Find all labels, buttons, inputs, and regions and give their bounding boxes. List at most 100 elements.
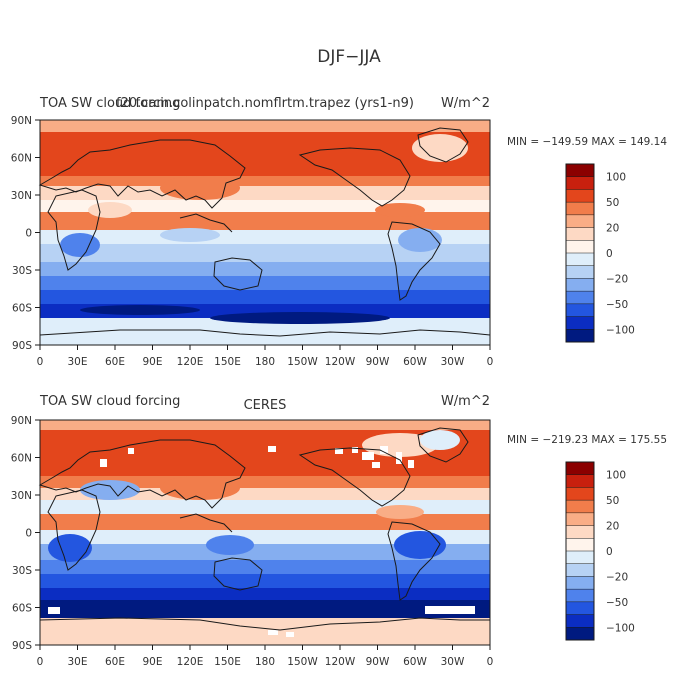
x-tick-label: 30W: [441, 656, 465, 668]
y-tick-label: 30N: [11, 190, 32, 202]
field-patch: [375, 203, 425, 217]
field-band: [40, 514, 490, 530]
colorbar-swatch: [566, 291, 594, 305]
x-tick-label: 150W: [287, 656, 318, 668]
colorbar-swatch: [566, 214, 594, 228]
africa-outline: [47, 489, 101, 571]
y-tick-label: 30S: [12, 265, 32, 277]
colorbar-swatch: [566, 538, 594, 552]
panel-model: TOA SW cloud forcing f20.cam.colinpatch.…: [11, 96, 668, 368]
x-tick-label: 0: [487, 656, 494, 668]
colorbar-swatch: [566, 176, 594, 190]
field-band: [40, 120, 490, 132]
coastlines: [38, 427, 490, 631]
missing-data-patch: [380, 446, 388, 454]
colorbar-label: 0: [606, 546, 613, 558]
south-america-outline: [387, 521, 441, 601]
colorbar-swatch: [566, 189, 594, 203]
colorbar-label: −20: [606, 571, 628, 583]
colorbar-label: 20: [606, 521, 619, 533]
field-band: [40, 588, 490, 600]
x-tick-label: 60E: [105, 356, 125, 368]
field-patch: [60, 233, 100, 257]
field-patch: [420, 430, 460, 450]
panel-units: W/m^2: [441, 394, 490, 409]
x-axis: 0 30E 60E 90E 120E 150E 180 150W 120W 90W 60W 30W 0: [37, 645, 494, 668]
colorbar-label: 100: [606, 470, 626, 482]
colorbar-swatch: [566, 202, 594, 216]
colorbar-swatch: [566, 278, 594, 292]
colorbar: 100 50 20 0 −20 −50 −100: [565, 461, 635, 641]
field-band: [40, 212, 490, 230]
x-tick-label: 30E: [68, 656, 88, 668]
x-tick-label: 30W: [441, 356, 465, 368]
colorbar-label: 50: [606, 197, 619, 209]
x-axis: 0 30E 60E 90E 120E 150E 180 150W 120W 90W 60W 30W 0: [37, 345, 494, 368]
colorbar-swatch: [566, 265, 594, 279]
panel-title-center: f20.cam.colinpatch.nomflrtm.trapez (yrs1…: [116, 96, 414, 111]
x-tick-label: 90E: [143, 656, 163, 668]
field-patch: [376, 505, 424, 519]
y-tick-label: 0: [25, 228, 32, 240]
field-patch: [160, 176, 240, 200]
colorbar-swatch: [566, 512, 594, 526]
antarctica-outline: [39, 617, 490, 631]
field-band: [40, 230, 490, 244]
y-tick-label: 60S: [12, 603, 32, 615]
panel-stats: MIN = −219.23 MAX = 175.55: [507, 434, 667, 446]
colorbar-swatch: [566, 563, 594, 577]
x-tick-label: 30E: [68, 356, 88, 368]
y-tick-label: 90N: [11, 415, 32, 427]
missing-data-patch: [286, 632, 294, 637]
field-patch: [398, 228, 442, 252]
x-tick-label: 120E: [177, 656, 204, 668]
panel-title-left: TOA SW cloud forcing: [39, 96, 180, 111]
x-tick-label: 90E: [143, 356, 163, 368]
colorbar-label: 0: [606, 248, 613, 260]
colorbar-label: 20: [606, 223, 619, 235]
colorbar-swatch: [566, 627, 594, 641]
maritime-continent-outline: [179, 213, 233, 233]
field-band: [40, 420, 490, 430]
y-tick-label: 90S: [12, 640, 32, 652]
field-patch: [394, 531, 446, 559]
x-tick-label: 60E: [105, 656, 125, 668]
australia-outline: [213, 257, 263, 291]
y-tick-label: 30N: [11, 490, 32, 502]
y-tick-label: 60N: [11, 453, 32, 465]
map-area: [38, 119, 491, 346]
colorbar-swatch: [566, 303, 594, 317]
x-tick-label: 120E: [177, 356, 204, 368]
field-band: [40, 476, 490, 488]
colorbar-swatch: [566, 474, 594, 488]
x-tick-label: 0: [37, 656, 44, 668]
x-tick-label: 180: [255, 356, 275, 368]
field-band: [40, 262, 490, 276]
colorbar-swatch: [566, 525, 594, 539]
greenland-outline: [417, 427, 469, 463]
field-band: [40, 290, 490, 304]
colorbar-swatch: [566, 487, 594, 501]
colorbar-label: −50: [606, 597, 628, 609]
colorbar-label: 50: [606, 495, 619, 507]
colorbar: 100 50 20 0 −20 −50 −100: [565, 163, 635, 343]
missing-data-patch: [372, 462, 380, 468]
field-band: [40, 574, 490, 588]
x-tick-label: 90W: [366, 656, 390, 668]
x-tick-label: 150E: [214, 356, 241, 368]
colorbar-swatch: [566, 316, 594, 330]
y-tick-label: 0: [25, 528, 32, 540]
x-tick-label: 0: [487, 356, 494, 368]
panel-stats: MIN = −149.59 MAX = 149.14: [507, 136, 667, 148]
greenland-outline: [417, 127, 469, 163]
y-tick-label: 90S: [12, 340, 32, 352]
colorbar-swatch: [566, 253, 594, 267]
x-tick-label: 180: [255, 656, 275, 668]
colorbar-swatch: [566, 227, 594, 241]
maritime-continent-outline: [179, 513, 233, 533]
coastlines: [38, 127, 491, 337]
field-band: [40, 560, 490, 574]
colorbar-swatch: [566, 551, 594, 565]
colorbar-label: 100: [606, 172, 626, 184]
x-tick-label: 0: [37, 356, 44, 368]
